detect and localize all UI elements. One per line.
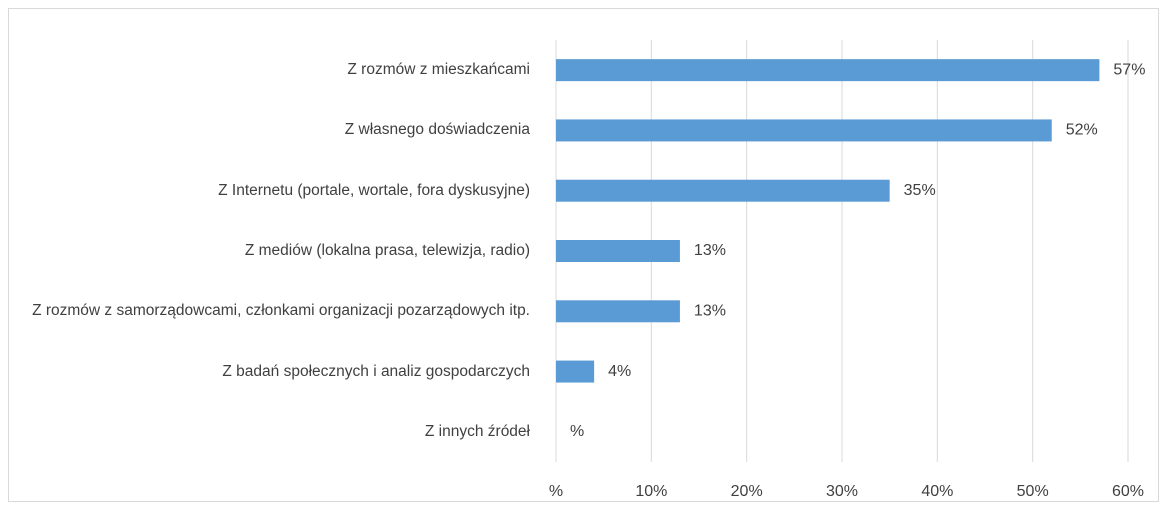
category-label: Z rozmów z samorządowcami, członkami org… — [32, 302, 530, 320]
value-label: 57% — [1113, 61, 1145, 78]
bar — [556, 179, 890, 202]
value-label: 13% — [694, 242, 726, 259]
category-label: Z Internetu (portale, wortale, fora dysk… — [218, 181, 530, 199]
chart-frame — [8, 8, 1159, 502]
value-label: 35% — [904, 182, 936, 199]
bar — [556, 360, 595, 383]
category-label: Z innych źródeł — [424, 422, 530, 440]
value-label: 52% — [1066, 122, 1098, 139]
x-tick-label: % — [549, 483, 563, 500]
x-tick-label: 50% — [1017, 483, 1049, 500]
value-label: 4% — [608, 363, 631, 380]
category-label: Z mediów (lokalna prasa, telewizja, radi… — [244, 242, 530, 259]
bar — [556, 300, 680, 323]
category-label: Z badań społecznych i analiz gospodarczy… — [222, 362, 530, 380]
x-tick-label: 10% — [635, 483, 667, 500]
value-label: % — [570, 423, 584, 440]
bar — [556, 59, 1100, 82]
x-tick-label: 20% — [731, 483, 763, 500]
x-tick-label: 60% — [1112, 483, 1144, 500]
category-label: Z własnego doświadczenia — [344, 121, 530, 139]
category-label: Z rozmów z mieszkańcami — [347, 61, 530, 79]
value-label: 13% — [694, 303, 726, 320]
x-tick-label: 30% — [826, 483, 858, 500]
x-tick-label: 40% — [921, 483, 953, 500]
bar — [556, 240, 680, 262]
bar — [556, 119, 1052, 142]
